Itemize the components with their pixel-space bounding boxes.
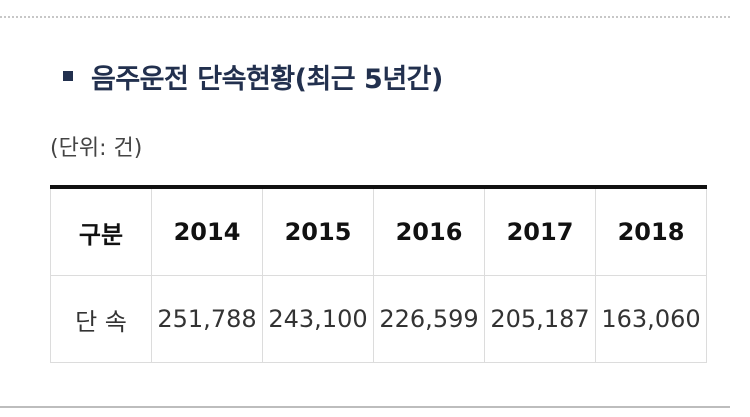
year-header-2016: 2016: [373, 186, 485, 276]
year-header-2014: 2014: [151, 186, 263, 276]
unit-label: (단위: 건): [50, 136, 143, 161]
year-header-2015: 2015: [262, 186, 374, 276]
table-row: 단 속 251,788 243,100 226,599 205,187 163,…: [50, 275, 707, 363]
year-header-2018: 2018: [595, 186, 707, 276]
row-label: 단 속: [50, 275, 152, 363]
value-cell-2017: 205,187: [484, 275, 596, 363]
table-header-row: 구분 2014 2015 2016 2017 2018: [50, 186, 707, 276]
section-heading: 음주운전 단속현황(최근 5년간): [63, 54, 443, 98]
value-cell-2014: 251,788: [151, 275, 263, 363]
enforcement-table: 구분 2014 2015 2016 2017 2018 단 속 251,788 …: [50, 185, 707, 363]
value-cell-2018: 163,060: [595, 275, 707, 363]
value-cell-2015: 243,100: [262, 275, 374, 363]
top-dotted-divider: [0, 16, 730, 18]
section-title: 음주운전 단속현황(최근 5년간): [91, 63, 443, 95]
square-bullet-icon: [63, 71, 73, 81]
category-header: 구분: [50, 186, 152, 276]
year-header-2017: 2017: [484, 186, 596, 276]
value-cell-2016: 226,599: [373, 275, 485, 363]
bottom-divider: [0, 406, 730, 408]
